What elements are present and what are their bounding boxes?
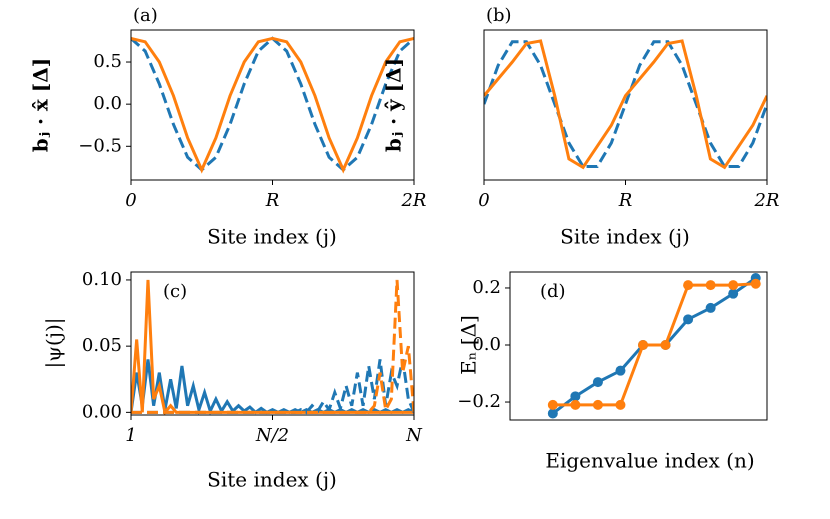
series-marker [728,280,739,291]
series-line [484,40,767,169]
panel-label: (b) [486,5,512,26]
x-tick-label: 1 [125,425,136,446]
panel-label: (c) [163,281,187,302]
y-tick-label: 0.10 [82,269,122,290]
x-axis-label: Site index (j) [207,468,337,492]
y-axis-label: bⱼ · x̂ [Δ] [29,58,53,152]
series-marker [570,399,581,410]
y-tick-label: −0.5 [78,135,122,156]
y-tick-label: 0.5 [93,51,122,72]
series-line [131,36,414,174]
y-axis-label: |ψ(j)| [42,318,67,369]
y-tick-label: 0.05 [82,335,122,356]
x-axis-label: Site index (j) [560,225,690,249]
series-marker [592,399,603,410]
series-marker [615,365,626,376]
x-axis-label: Eigenvalue index (n) [545,449,754,473]
y-tick-label: 0.2 [472,277,501,298]
y-axis-label: Eₙ [Δ] [457,315,481,375]
axes-frame [130,29,415,181]
x-axis-label: Site index (j) [207,225,337,249]
x-tick-label: 2R [753,190,779,211]
x-tick-label: R [265,190,280,211]
x-tick-label: N/2 [255,425,289,446]
panel-label: (d) [540,281,566,302]
series-marker [705,280,716,291]
series-line [484,39,767,170]
y-tick-label: 0.0 [93,93,122,114]
series-line [131,279,414,415]
series-marker [660,340,671,351]
y-axis-label: bⱼ · ŷ [Δ] [382,58,406,152]
axes-frame [130,271,415,416]
series-marker [728,288,739,299]
axes-frame [483,29,768,181]
series-marker [683,314,694,325]
series-line [131,36,414,172]
x-tick-label: R [618,190,633,211]
series-marker [547,399,558,410]
series-marker [683,280,694,291]
x-tick-label: 0 [478,190,489,211]
x-tick-label: 0 [125,190,136,211]
y-tick-label: 0.00 [82,401,122,422]
series-marker [570,391,581,402]
y-tick-label: −0.2 [457,391,501,412]
axes-frame [509,271,768,421]
series-marker [615,399,626,410]
y-tick-label: 0.0 [472,334,501,355]
x-tick-label: 2R [400,190,426,211]
series-line [552,282,756,407]
series-marker [638,340,649,351]
x-tick-label: N [405,425,423,446]
series-marker [750,278,761,289]
series-marker [547,408,558,419]
series-marker [592,377,603,388]
series-line [131,359,414,415]
panel-label: (a) [133,5,158,26]
series-marker [705,302,716,313]
